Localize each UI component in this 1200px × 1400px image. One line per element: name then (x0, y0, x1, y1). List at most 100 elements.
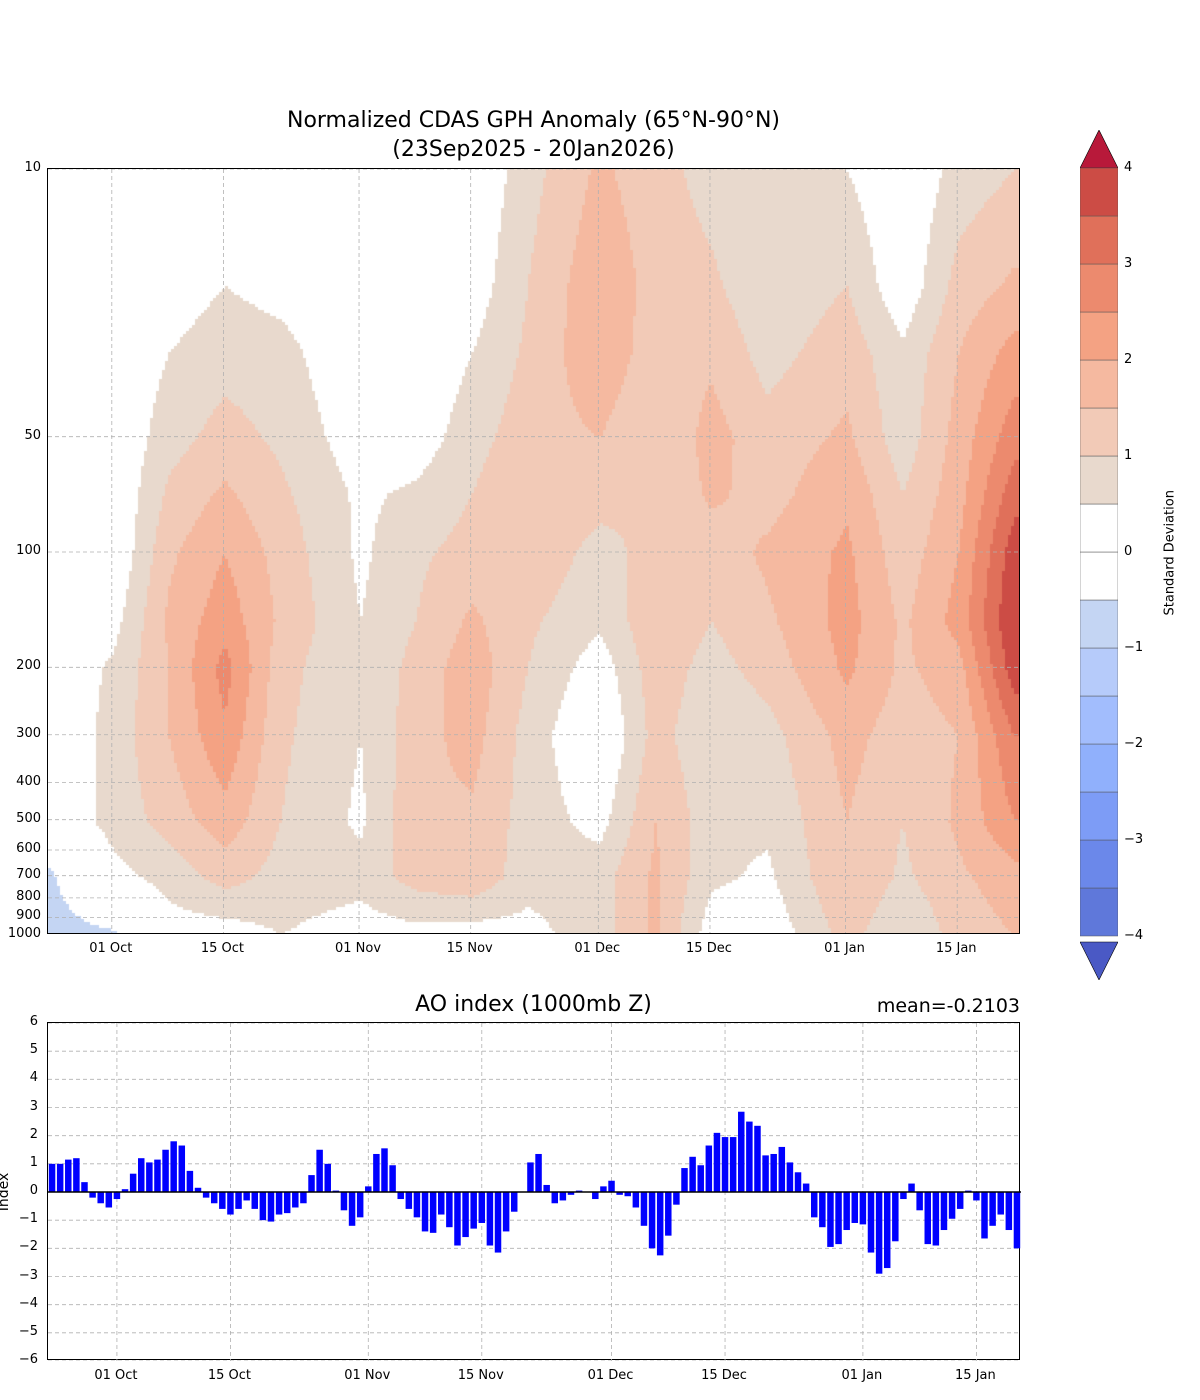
ao-bar (697, 1165, 704, 1192)
heatmap-xtick: 15 Oct (200, 941, 245, 956)
ao-bar (738, 1111, 745, 1192)
ao-bar (843, 1192, 850, 1231)
heatmap-xtick: 01 Jan (824, 941, 865, 956)
heatmap-ytick: 700 (16, 866, 41, 882)
heatmap-ytick: 50 (24, 427, 41, 443)
heatmap-xtick: 15 Nov (446, 941, 493, 956)
ao-bar (681, 1168, 688, 1192)
ao-bar (851, 1192, 859, 1223)
ao-bar (324, 1163, 331, 1192)
ao-bar (81, 1182, 88, 1192)
ao-bar (875, 1192, 883, 1274)
ao-bar (97, 1192, 104, 1204)
colorbar-bin (1080, 599, 1118, 649)
ao-bar (389, 1165, 396, 1192)
ao-bar (421, 1192, 429, 1232)
ao-bar (527, 1162, 534, 1192)
ao-bar (429, 1192, 437, 1233)
heatmap-ytick: 600 (16, 841, 41, 857)
ao-bar (267, 1192, 275, 1222)
ao-ytick: −2 (18, 1239, 38, 1255)
ao-bar (227, 1192, 234, 1215)
colorbar-bin (1080, 359, 1118, 409)
heatmap-ytick: 200 (16, 658, 41, 674)
ao-bar (689, 1156, 696, 1192)
ao-xtick: 01 Oct (94, 1368, 138, 1383)
ao-bar (105, 1192, 113, 1208)
ao-bar (908, 1183, 915, 1192)
anomaly-heatmap-axes (47, 168, 1020, 934)
ao-bar (981, 1192, 988, 1239)
ao-bar (348, 1192, 356, 1226)
colorbar-bin (1080, 311, 1118, 361)
colorbar-bin (1080, 407, 1118, 457)
ao-xtick: 01 Dec (587, 1368, 634, 1383)
ao-bar (510, 1192, 518, 1212)
ao-bar (454, 1192, 461, 1246)
ao-bar (673, 1192, 680, 1205)
ao-bar (835, 1192, 842, 1245)
ao-bar (413, 1192, 421, 1218)
ao-bar (948, 1192, 956, 1219)
ao-bar (502, 1192, 510, 1232)
colorbar-bin (1080, 791, 1118, 841)
colorbar-bin (1080, 647, 1118, 697)
ao-bar (243, 1192, 250, 1201)
ao-bar (543, 1184, 550, 1192)
ao-bar (900, 1192, 907, 1200)
ao-bar (340, 1192, 348, 1211)
ao-bar (48, 1163, 56, 1192)
ao-bar (138, 1158, 145, 1192)
ao-bar (1005, 1192, 1013, 1231)
ao-bar (778, 1146, 786, 1192)
ao-bar (665, 1192, 672, 1236)
ao-xtick: 15 Jan (955, 1368, 996, 1383)
ao-bar-axes (47, 1022, 1021, 1361)
ao-ytick: 4 (29, 1070, 38, 1086)
ao-bar (746, 1121, 753, 1192)
ao-bar (478, 1192, 486, 1223)
ao-bar (202, 1192, 210, 1198)
colorbar-bin (1080, 455, 1118, 505)
colorbar-bin (1080, 743, 1118, 793)
ao-bar (656, 1192, 664, 1256)
ao-bar (186, 1170, 194, 1192)
ao-bar (721, 1137, 729, 1192)
ao-ytick: −4 (18, 1295, 38, 1311)
ao-ytick: −5 (18, 1323, 38, 1339)
ao-bar (883, 1192, 891, 1269)
ao-bar (251, 1192, 259, 1209)
colorbar-tick: 1 (1124, 448, 1133, 463)
heatmap-ytick: 10 (24, 160, 41, 175)
colorbar-tick: 3 (1124, 256, 1133, 271)
colorbar-bin (1080, 695, 1118, 745)
ao-ytick: −6 (18, 1352, 38, 1367)
colorbar-bin (1080, 263, 1118, 313)
ao-bar (608, 1180, 615, 1192)
ao-bar (462, 1192, 469, 1238)
colorbar-tick: 0 (1124, 544, 1133, 559)
heatmap-title-line1: Normalized CDAS GPH Anomaly (65°N-90°N) (286, 108, 781, 133)
colorbar-tick: −3 (1124, 832, 1144, 847)
ao-xtick: 01 Jan (841, 1368, 883, 1383)
ao-xtick: 15 Dec (701, 1368, 747, 1383)
ao-xtick: 15 Nov (457, 1368, 504, 1383)
colorbar-over-triangle (1080, 130, 1118, 169)
ao-bar (924, 1192, 931, 1245)
ao-bar (989, 1192, 996, 1226)
colorbar-bin (1080, 215, 1118, 265)
ao-bar (648, 1192, 656, 1249)
ao-ytick: 1 (29, 1154, 38, 1170)
ao-bar (892, 1192, 899, 1242)
ao-ytick: 3 (29, 1098, 38, 1114)
ao-bar (997, 1192, 1004, 1215)
colorbar-bin (1080, 167, 1118, 217)
heatmap-ytick: 800 (16, 888, 41, 904)
ao-bar (592, 1192, 599, 1200)
ao-bar (113, 1192, 121, 1200)
ao-bar (170, 1141, 177, 1192)
ao-bar (121, 1189, 129, 1192)
ao-bar (194, 1187, 202, 1192)
ao-bar (640, 1192, 648, 1226)
ao-bar (89, 1192, 96, 1198)
